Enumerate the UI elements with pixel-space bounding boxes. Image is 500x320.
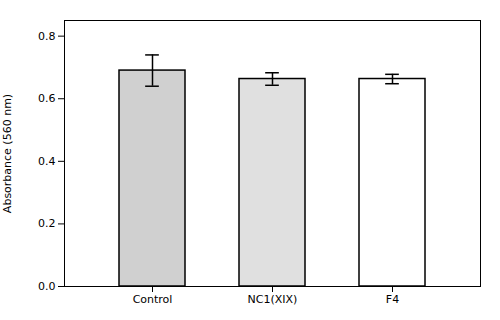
- svg-text:0.4: 0.4: [38, 155, 56, 168]
- svg-text:0.0: 0.0: [38, 280, 56, 293]
- svg-text:Control: Control: [133, 293, 173, 306]
- svg-text:0.6: 0.6: [38, 92, 56, 105]
- svg-text:0.8: 0.8: [38, 30, 56, 43]
- svg-text:NC1(XIX): NC1(XIX): [248, 293, 298, 306]
- svg-text:F4: F4: [386, 293, 399, 306]
- svg-text:Absorbance (560 nm): Absorbance (560 nm): [1, 94, 14, 213]
- svg-text:0.2: 0.2: [38, 217, 56, 230]
